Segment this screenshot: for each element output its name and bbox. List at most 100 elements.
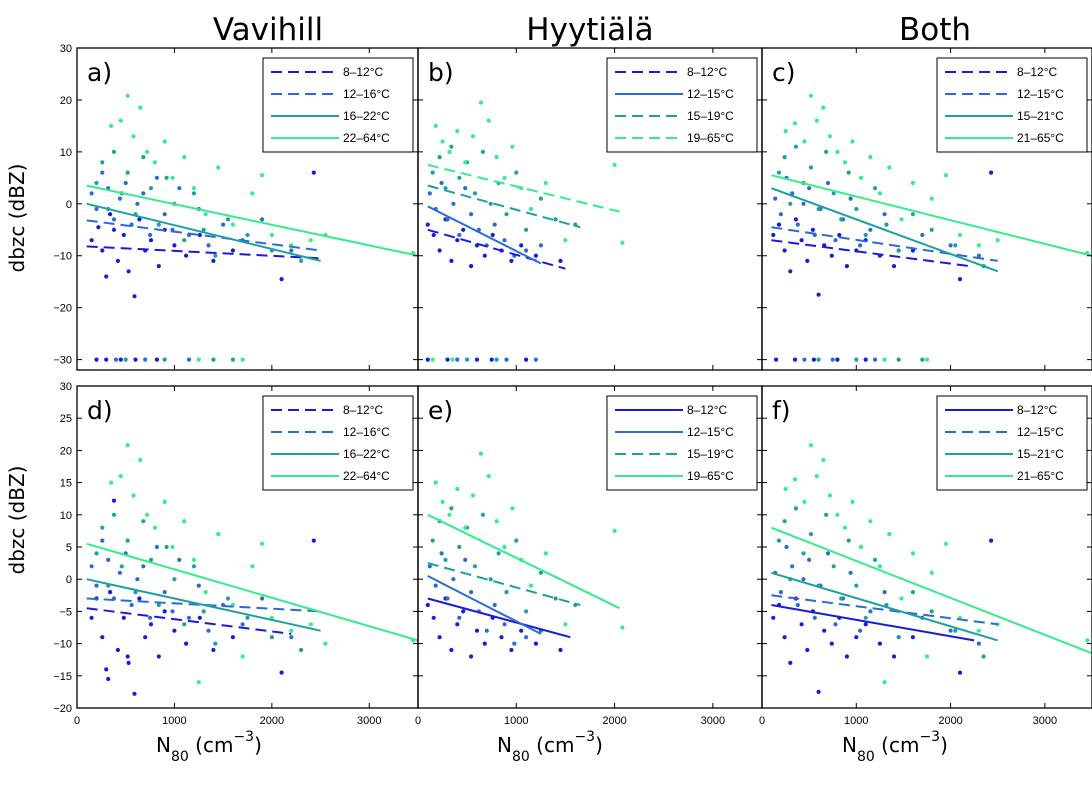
- data-point: [137, 596, 142, 601]
- data-point: [858, 544, 864, 550]
- data-point: [162, 609, 167, 614]
- data-point: [145, 512, 150, 517]
- data-point: [445, 357, 450, 362]
- data-point: [211, 647, 216, 653]
- data-point: [461, 227, 466, 232]
- data-point: [792, 477, 798, 482]
- data-point: [524, 635, 529, 640]
- data-point: [807, 557, 812, 563]
- data-point: [470, 493, 476, 498]
- data-point: [129, 602, 134, 608]
- legend-label: 8–12°C: [687, 403, 727, 417]
- data-point: [910, 180, 916, 186]
- legend-label: 12–16°C: [343, 87, 390, 101]
- y-tick-label: 10: [60, 147, 72, 159]
- fit-line: [86, 202, 321, 262]
- data-point: [868, 227, 873, 232]
- data-point: [887, 532, 892, 537]
- data-point: [989, 170, 994, 175]
- data-point: [478, 451, 483, 456]
- data-point: [211, 258, 216, 263]
- data-point: [484, 628, 489, 633]
- data-point: [148, 238, 154, 243]
- data-point: [524, 227, 529, 232]
- data-point: [125, 538, 130, 543]
- data-point: [89, 564, 94, 569]
- data-point: [829, 253, 834, 258]
- data-point: [119, 564, 124, 569]
- plot-area: [86, 93, 418, 362]
- data-point: [846, 170, 851, 175]
- data-point: [118, 357, 123, 362]
- data-point: [94, 180, 99, 186]
- panels-group: 30 20 10 0 −10 −20 −30 a) 8–12°C 12–16°C 16–22°C 22…: [53, 43, 1092, 727]
- panel-letter: b): [428, 58, 454, 87]
- data-point: [94, 206, 99, 212]
- data-point: [504, 357, 509, 362]
- data-point: [868, 155, 873, 160]
- panel-letter: a): [87, 58, 112, 87]
- data-point: [177, 186, 182, 191]
- data-point: [439, 551, 444, 556]
- data-point: [877, 641, 883, 646]
- data-point: [920, 357, 925, 362]
- data-point: [782, 155, 787, 160]
- data-point: [230, 357, 235, 362]
- data-point: [463, 186, 468, 191]
- data-point: [131, 134, 136, 139]
- fit-line: [427, 562, 581, 606]
- x-tick-label: 2000: [602, 715, 626, 727]
- data-point: [502, 175, 507, 180]
- data-point: [461, 609, 466, 614]
- data-point: [245, 232, 250, 238]
- data-point: [109, 480, 114, 485]
- data-point: [115, 647, 120, 653]
- data-point: [801, 577, 806, 582]
- data-point: [213, 641, 218, 646]
- data-point: [782, 635, 787, 640]
- legend-label: 15–21°C: [1017, 109, 1064, 123]
- legend-label: 8–12°C: [343, 403, 383, 417]
- data-point: [269, 635, 274, 640]
- data-point: [896, 248, 901, 253]
- data-point: [451, 201, 456, 206]
- panel-letter: f): [772, 396, 791, 425]
- data-point: [831, 191, 836, 196]
- plot-area: [425, 100, 625, 362]
- data-point: [929, 227, 934, 232]
- data-point: [152, 525, 157, 530]
- data-point: [177, 557, 182, 563]
- data-point: [250, 564, 255, 569]
- data-point: [957, 277, 963, 282]
- data-point: [430, 538, 435, 543]
- data-point: [191, 564, 196, 569]
- x-tick-label: 2000: [938, 715, 962, 727]
- data-point: [824, 512, 829, 517]
- data-point: [839, 596, 844, 601]
- data-point: [543, 551, 548, 556]
- legend-label: 15–21°C: [1017, 447, 1064, 461]
- data-point: [196, 357, 201, 362]
- data-point: [89, 238, 94, 243]
- data-point: [976, 253, 982, 258]
- data-point: [896, 357, 901, 362]
- data-point: [125, 654, 130, 659]
- data-point: [805, 647, 810, 653]
- data-point: [771, 232, 776, 238]
- data-point: [474, 628, 480, 633]
- data-point: [118, 118, 123, 123]
- x-tick-label: 0: [415, 715, 421, 727]
- data-point: [115, 258, 120, 263]
- data-point: [457, 544, 462, 550]
- data-point: [203, 212, 208, 217]
- data-point: [230, 222, 235, 227]
- data-point: [808, 165, 814, 170]
- y-tick-label: 0: [66, 574, 72, 586]
- panel-b: b) 8–12°C 12–15°C 15–19°C 19–65°C: [417, 47, 763, 371]
- data-point: [837, 232, 842, 238]
- data-point: [509, 647, 514, 653]
- data-point: [816, 292, 821, 297]
- panel-letter: c): [772, 58, 796, 87]
- data-point: [100, 160, 105, 165]
- data-point: [896, 635, 901, 640]
